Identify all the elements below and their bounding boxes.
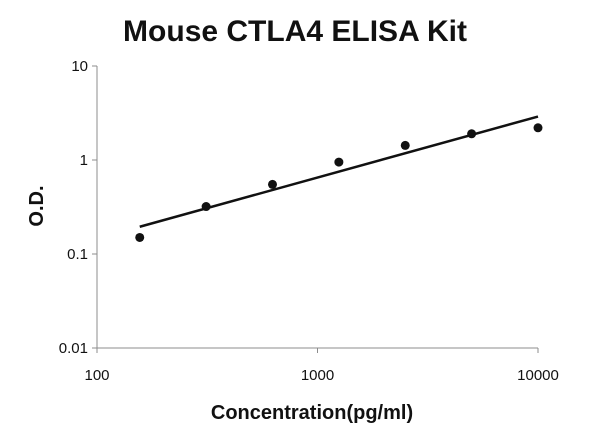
axes: 0.01 0.1 1 10 100 1000 10000 — [59, 58, 559, 384]
data-point — [334, 157, 344, 167]
data-point — [135, 232, 145, 242]
y-axis-title: O.D. — [26, 185, 48, 226]
fit-line — [139, 115, 539, 228]
y-tick-label: 1 — [80, 152, 88, 169]
y-tick-label: 10 — [71, 58, 88, 75]
fit-line-layer — [139, 115, 539, 228]
data-point — [400, 140, 410, 150]
y-tick-label: 0.1 — [67, 246, 88, 263]
chart-title: Mouse CTLA4 ELISA Kit — [123, 15, 467, 48]
x-axis-title: Concentration(pg/ml) — [211, 402, 413, 424]
data-point — [467, 129, 477, 139]
x-tick-label: 100 — [84, 367, 109, 384]
x-tick-label: 10000 — [517, 367, 559, 384]
data-points — [135, 123, 543, 242]
data-point — [201, 202, 211, 212]
y-tick-label: 0.01 — [59, 340, 88, 357]
data-point — [533, 123, 543, 133]
x-tick-label: 1000 — [301, 367, 334, 384]
data-point — [267, 179, 277, 189]
